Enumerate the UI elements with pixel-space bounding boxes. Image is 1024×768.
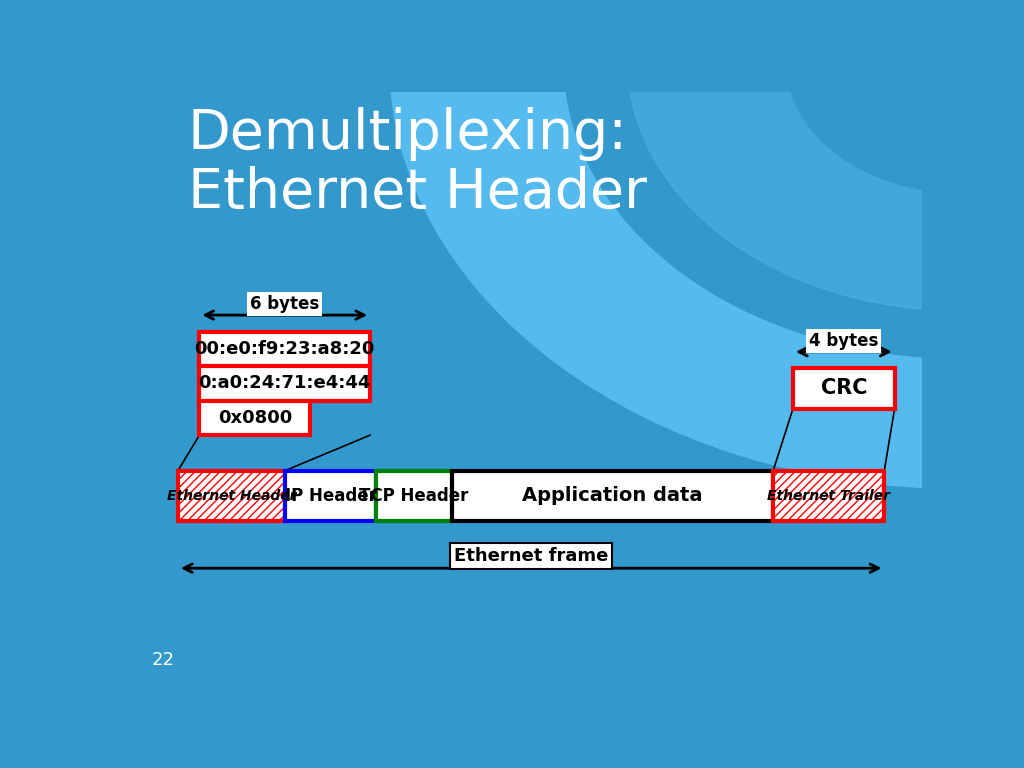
Bar (773, 471, 885, 521)
Text: Ethernet Header: Ethernet Header (187, 166, 646, 220)
Bar (200, 401, 310, 435)
Bar (178, 471, 285, 521)
Bar (200, 332, 370, 366)
Text: IP Header: IP Header (285, 487, 377, 505)
Text: 4 bytes: 4 bytes (809, 332, 879, 350)
Bar (200, 366, 370, 401)
Circle shape (564, 0, 1024, 358)
Text: Ethernet frame: Ethernet frame (454, 548, 608, 565)
Circle shape (390, 0, 1024, 488)
Text: Demultiplexing:: Demultiplexing: (187, 107, 628, 161)
Circle shape (786, 0, 1024, 193)
Text: Application data: Application data (522, 486, 702, 505)
Circle shape (628, 0, 1024, 311)
Text: CRC: CRC (820, 379, 867, 399)
Bar (285, 471, 377, 521)
Bar (793, 369, 895, 409)
Text: 0:a0:24:71:e4:44: 0:a0:24:71:e4:44 (199, 375, 371, 392)
Text: TCP Header: TCP Header (359, 487, 469, 505)
Text: Ethernet Header: Ethernet Header (167, 488, 296, 503)
Bar (377, 471, 452, 521)
Text: 6 bytes: 6 bytes (250, 296, 319, 313)
Text: 0x0800: 0x0800 (218, 409, 292, 427)
Text: 00:e0:f9:23:a8:20: 00:e0:f9:23:a8:20 (195, 340, 375, 358)
Text: Ethernet Trailer: Ethernet Trailer (767, 488, 890, 503)
Text: 22: 22 (152, 650, 175, 669)
Bar (452, 471, 773, 521)
